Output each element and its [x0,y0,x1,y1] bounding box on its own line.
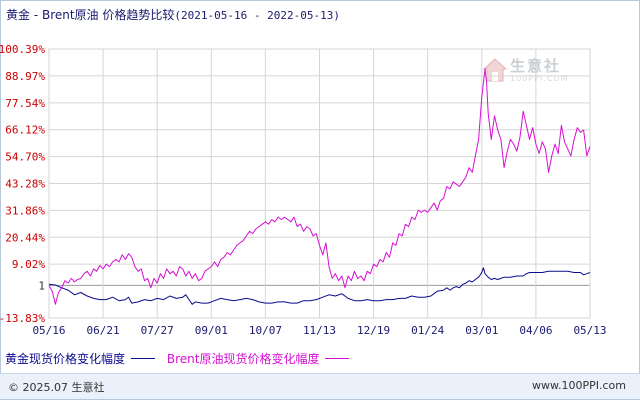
x-tick-label: 09/01 [195,324,228,337]
legend-label-brent: Brent原油现货价格变化幅度 [166,352,320,366]
footer-bar: © 2025.07 生意社 www.100PPI.com [0,373,640,399]
x-tick-label: 04/06 [519,324,552,337]
x-tick-label: 05/13 [573,324,606,337]
x-tick-label: 07/27 [141,324,174,337]
y-tick-label: 88.97% [5,70,45,83]
footer-site-link[interactable]: www.100PPI.com [532,379,626,392]
axes: 100.39% 88.97% 77.54% 66.12% 54.70% 43.28% 31.… [0,43,607,337]
legend: 黄金现货价格变化幅度 Brent原油现货价格变化幅度 [5,350,357,367]
y-tick-label: 77.54% [5,97,45,110]
chart-title: 黄金 - Brent原油 价格趋势比较(2021-05-16 - 2022-05… [6,6,340,23]
legend-item-gold: 黄金现货价格变化幅度 [5,350,156,367]
y-tick-label: 66.12% [5,124,45,137]
y-tick-label: 54.70% [5,151,45,164]
y-tick-label: 43.28% [5,178,45,191]
y-tick-label: 1 [38,279,45,292]
watermark-brand: 生意社 [510,57,562,75]
y-tick-label: 100.39% [0,43,45,56]
legend-swatch-gold [131,358,156,359]
legend-item-brent: Brent原油现货价格变化幅度 [167,350,350,367]
y-tick-label: 31.86% [5,204,45,217]
legend-swatch-brent [325,358,350,359]
x-tick-label: 05/16 [32,324,65,337]
watermark-url: 100PPI.COM [510,74,569,83]
series-line-gold [48,267,591,305]
x-tick-label: 06/21 [87,324,120,337]
x-tick-label: 01/24 [411,324,444,337]
y-tick-label: 20.44% [5,231,45,244]
title-main: 黄金 - Brent原油 价格趋势比较 [6,8,175,22]
series-group [48,68,591,305]
x-tick-label: 10/07 [249,324,282,337]
series-line-brent [48,68,591,305]
x-tick-label: 12/19 [357,324,390,337]
x-tick-label: 03/01 [465,324,498,337]
title-date-range: (2021-05-16 - 2022-05-13) [174,9,340,22]
y-tick-label: -13.83% [0,312,45,325]
legend-label-gold: 黄金现货价格变化幅度 [5,352,126,366]
line-chart: 100.39% 88.97% 77.54% 66.12% 54.70% 43.28% 31.… [0,43,607,337]
footer-copyright: © 2025.07 生意社 [8,381,105,394]
y-tick-label: 9.02% [12,258,45,271]
x-tick-label: 11/13 [303,324,336,337]
grid [48,48,591,319]
